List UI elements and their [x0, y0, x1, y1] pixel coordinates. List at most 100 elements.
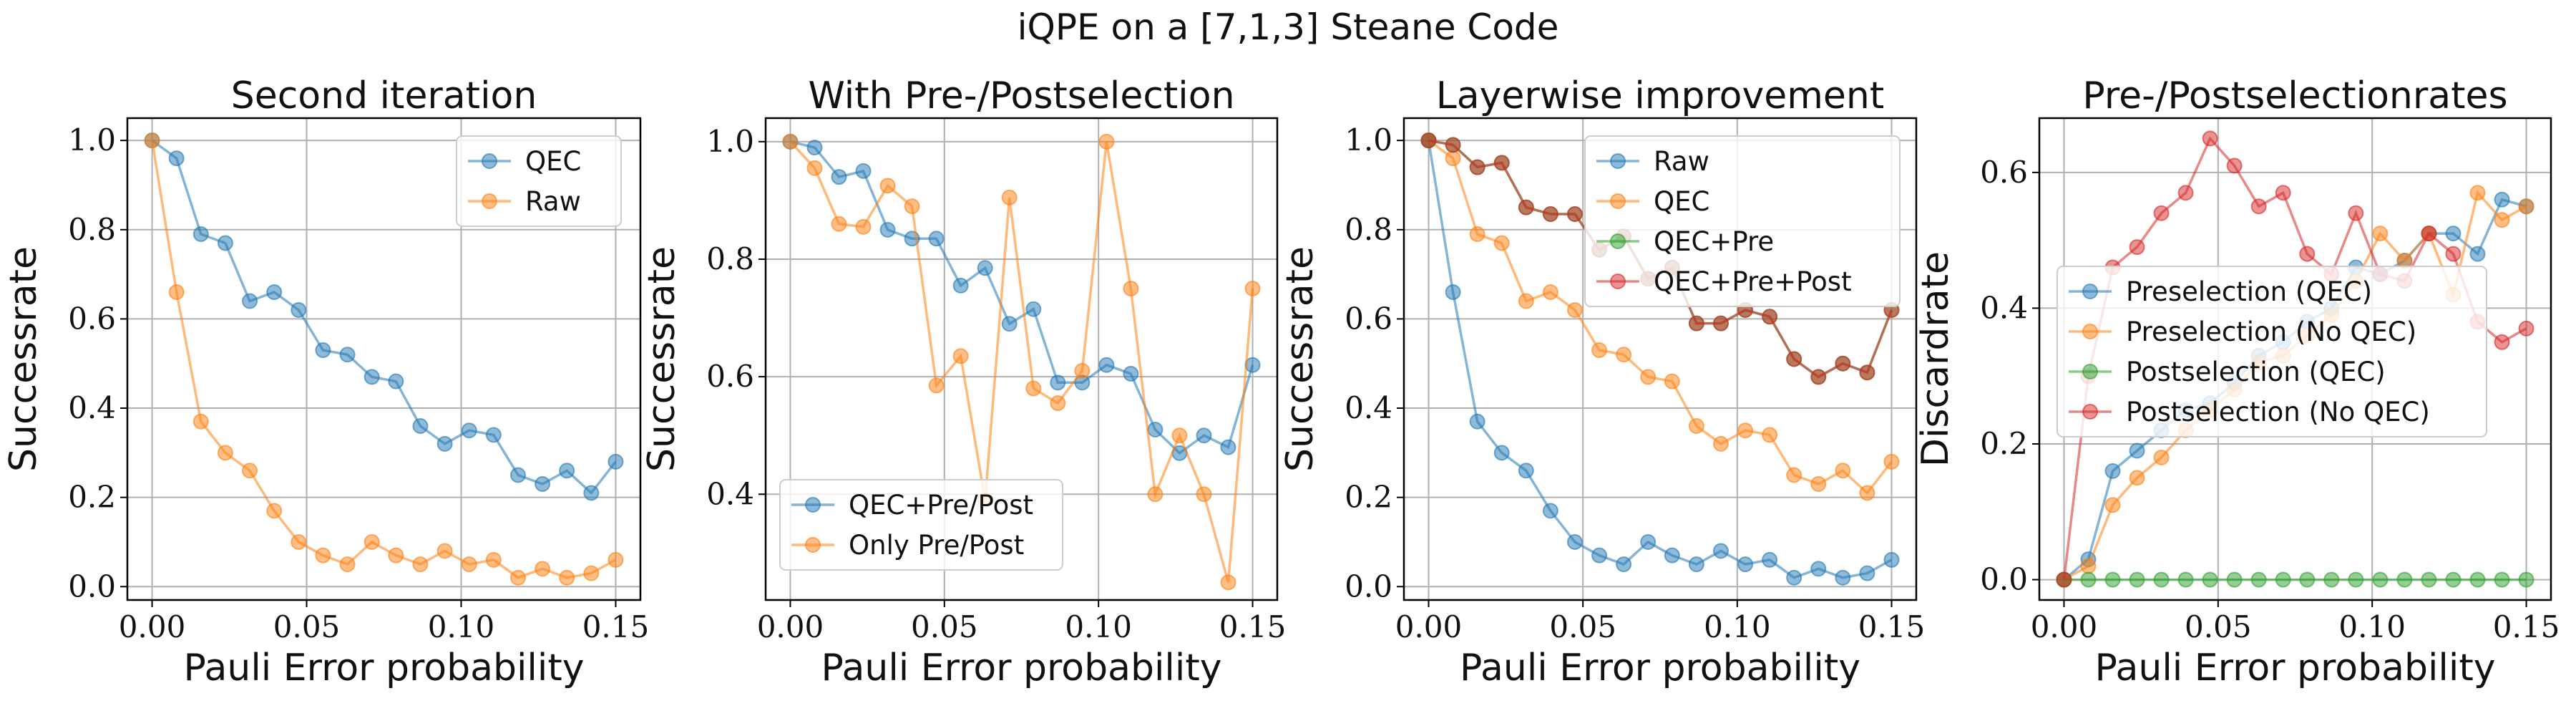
x-tick-label: 0.15: [2493, 609, 2560, 644]
legend-label: Postselection (QEC): [2126, 357, 2386, 387]
legend-swatch-marker: [805, 537, 821, 553]
data-point: [1737, 422, 1754, 439]
legend-label: Preselection (QEC): [2126, 276, 2372, 307]
legend-swatch-marker: [1610, 153, 1626, 169]
data-point: [1420, 132, 1437, 149]
data-point: [1050, 374, 1066, 391]
data-point: [904, 198, 920, 215]
data-point: [2421, 571, 2437, 588]
data-point: [806, 140, 823, 156]
data-point: [1616, 347, 1632, 363]
data-point: [2323, 571, 2340, 588]
legend-swatch-marker: [2082, 364, 2098, 379]
data-point: [2445, 571, 2462, 588]
legend-item: Raw: [468, 186, 581, 217]
data-point: [1244, 281, 1261, 297]
series-raw: [144, 132, 624, 586]
panel-4: Pre-/Postselectionrates 0.00 0.05 0.10 0.15 0…: [1914, 74, 2560, 690]
data-point: [1712, 315, 1729, 332]
legend-item: QEC+Pre/Post: [791, 490, 1033, 521]
data-point: [1859, 565, 1875, 581]
data-point: [1220, 439, 1236, 455]
data-point: [509, 467, 526, 483]
data-point: [192, 226, 209, 243]
data-point: [2494, 334, 2510, 350]
legend-swatch-marker: [1610, 233, 1626, 249]
data-point: [2299, 246, 2316, 262]
data-point: [2469, 246, 2486, 262]
axes-frame: [126, 117, 642, 601]
data-point: [1712, 435, 1729, 452]
x-tick-label: 0.00: [1395, 609, 1463, 644]
data-point: [1445, 137, 1461, 153]
data-point: [1025, 380, 1042, 397]
y-tick-label: 0.2: [1980, 426, 2028, 461]
data-point: [266, 284, 283, 301]
x-tick-label: 0.00: [757, 609, 824, 644]
data-point: [485, 427, 502, 443]
data-point: [1001, 316, 1018, 332]
y-axis-label: Successrate: [2, 246, 45, 472]
series-qec: [144, 132, 624, 501]
y-tick-label: 0.4: [68, 390, 116, 425]
x-tick-label: 0.15: [582, 609, 650, 644]
data-point: [1001, 189, 1018, 205]
legend: Preselection (QEC) Preselection (No QEC) P…: [2057, 266, 2487, 437]
data-point: [1810, 561, 1827, 577]
data-point: [2469, 571, 2486, 588]
data-point: [559, 569, 575, 586]
data-point: [1147, 486, 1163, 503]
legend-item: Postselection (QEC): [2069, 357, 2386, 387]
data-point: [559, 463, 575, 479]
legend-item: Postselection (No QEC): [2069, 397, 2430, 427]
y-tick-label: 0.6: [1345, 301, 1392, 336]
data-point: [1196, 486, 1212, 503]
data-point: [509, 569, 526, 586]
data-point: [461, 556, 477, 573]
data-point: [2104, 571, 2121, 588]
data-point: [2494, 212, 2510, 228]
data-point: [608, 453, 624, 470]
series-qec: [1420, 132, 1900, 501]
data-point: [2518, 198, 2534, 215]
data-point: [928, 377, 945, 394]
data-point: [339, 347, 356, 363]
legend-box: [456, 135, 622, 227]
data-point: [217, 445, 233, 461]
data-point: [461, 422, 477, 439]
x-tick-label: 0.00: [2031, 609, 2098, 644]
x-axis-label: Pauli Error probability: [821, 647, 1222, 690]
data-point: [2518, 320, 2534, 337]
data-point: [1712, 543, 1729, 559]
data-point: [436, 435, 453, 452]
series-postselection-qec: [2056, 571, 2534, 588]
data-point: [1147, 421, 1163, 437]
legend-swatch-marker: [2082, 324, 2098, 339]
series-line: [789, 140, 1254, 583]
legend-item: Raw: [1596, 146, 1709, 177]
data-point: [242, 293, 258, 309]
data-point: [2518, 571, 2534, 588]
data-point: [1469, 226, 1485, 243]
data-point: [608, 551, 624, 568]
data-point: [1098, 133, 1115, 150]
x-tick-label: 0.10: [1704, 609, 1771, 644]
y-tick-label: 0.8: [68, 212, 116, 247]
panels: Second iteration 0.00 0.05 0.10 0.15 0.0 0.2 0.…: [2, 74, 2560, 690]
legend-label: QEC+Pre/Post: [849, 490, 1033, 521]
data-point: [1810, 369, 1827, 385]
data-point: [2275, 185, 2291, 201]
data-point: [583, 565, 600, 581]
legend-item: Preselection (No QEC): [2069, 316, 2416, 347]
legend-item: Only Pre/Post: [791, 530, 1024, 561]
y-axis-label: Successrate: [640, 246, 683, 472]
data-point: [1123, 366, 1139, 382]
data-point: [2494, 191, 2510, 208]
y-tick-label: 1.0: [706, 124, 754, 159]
x-axis-label: Pauli Error probability: [1460, 647, 1860, 690]
data-point: [1220, 574, 1236, 591]
data-point: [1835, 463, 1851, 479]
data-point: [144, 132, 160, 149]
panel-3: Layerwise improvement 0.00 0.05 0.10 0.15 0.0…: [1279, 74, 1925, 690]
data-point: [2056, 571, 2072, 588]
